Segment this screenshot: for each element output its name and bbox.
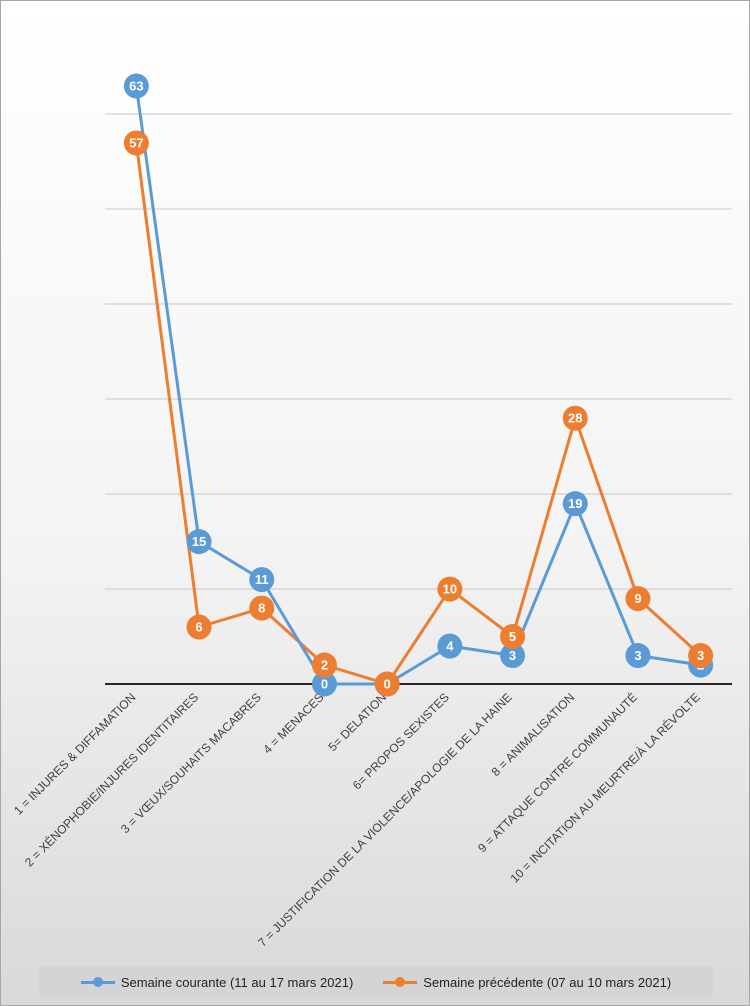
series-line-1 — [134, 85, 701, 686]
series-1-data-label: 3 — [634, 648, 641, 663]
gridlines — [105, 113, 732, 590]
legend-item-previous: Semaine précédente (07 au 10 mars 2021) — [383, 975, 671, 990]
series-1-point — [500, 643, 526, 669]
series-1-point — [249, 567, 275, 593]
series-1-point — [562, 491, 588, 517]
series-1-point — [437, 633, 463, 659]
legend-swatch-current — [80, 976, 115, 988]
category-label: 4 = MENACES — [260, 690, 326, 756]
series-2-data-label: 9 — [634, 591, 641, 606]
series-1-data-label: 15 — [192, 534, 206, 549]
series-1-data-label: 0 — [321, 677, 328, 692]
series-2-point — [311, 652, 337, 678]
series-2-data-label: 0 — [384, 677, 391, 692]
series-1-point — [123, 73, 149, 99]
series-2-data-label: 57 — [129, 135, 143, 150]
series-2-point — [186, 614, 212, 640]
legend: Semaine courante (11 au 17 mars 2021) Se… — [39, 967, 713, 997]
category-label: 3 = VŒUX/SOUHAITS MACABRES — [118, 690, 264, 836]
series-line-2 — [134, 142, 702, 686]
series-2-point — [249, 595, 275, 621]
series-1-point — [311, 671, 337, 697]
series-1-data-label: 4 — [446, 639, 454, 654]
series-2-point — [688, 643, 714, 669]
series-2-point — [123, 130, 149, 156]
series-1-point — [625, 643, 651, 669]
series-2-data-label: 10 — [443, 582, 457, 597]
series-2-point — [437, 576, 463, 602]
legend-item-current: Semaine courante (11 au 17 mars 2021) — [80, 974, 354, 990]
series-2-data-label: 5 — [509, 629, 516, 644]
series-2-data-label: 8 — [258, 601, 265, 616]
series-2-point — [374, 671, 400, 697]
series-2-point — [562, 405, 588, 431]
series-2-data-label: 6 — [195, 620, 202, 635]
series-2-data-label: 28 — [568, 411, 582, 426]
legend-label-previous: Semaine précédente (07 au 10 mars 2021) — [423, 974, 672, 990]
series-2-point — [500, 624, 526, 650]
series-lines — [134, 85, 702, 686]
series-1-data-label: 11 — [255, 572, 269, 587]
series-1-data-label: 63 — [129, 79, 143, 94]
category-label: 5= DELATION — [326, 690, 390, 754]
series-1-data-label: 19 — [568, 496, 582, 511]
series-1-point — [186, 529, 212, 555]
series-1-data-label: 3 — [509, 648, 516, 663]
legend-swatch-previous — [383, 976, 418, 988]
series-2-point — [625, 586, 651, 612]
series-2-data-label: 2 — [321, 658, 328, 673]
category-label: 1 = INJURES & DIFFAMATION — [11, 690, 138, 817]
series-2-data-label: 3 — [697, 648, 704, 663]
legend-label-current: Semaine courante (11 au 17 mars 2021) — [120, 974, 354, 990]
series-points: 631511004319325768201052893 — [123, 73, 714, 697]
